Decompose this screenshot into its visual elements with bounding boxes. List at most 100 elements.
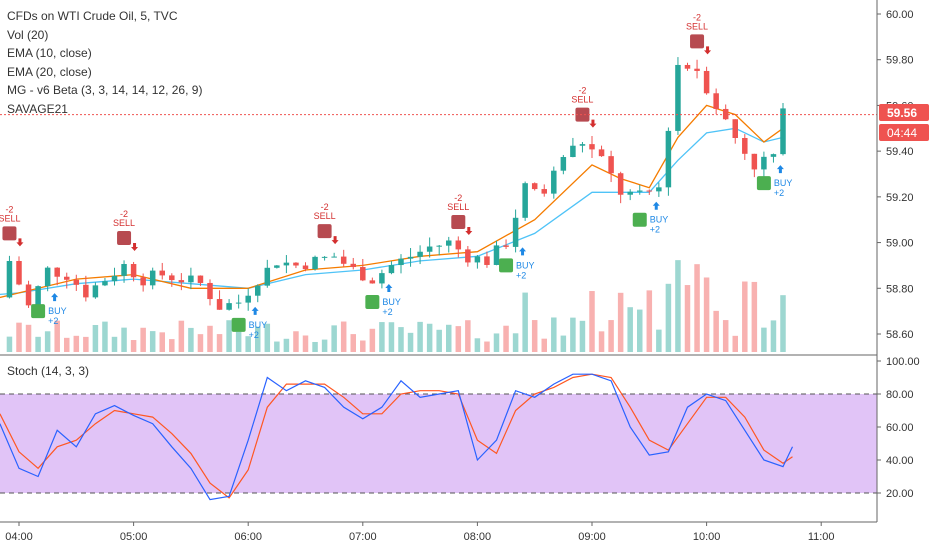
stoch-lines — [0, 373, 877, 501]
candle-body — [455, 240, 462, 250]
volume-bar — [245, 336, 251, 352]
candle-body — [264, 267, 271, 286]
candle-body — [140, 277, 146, 286]
candle-body — [92, 285, 99, 298]
legend-savage[interactable]: SAVAGE21 — [7, 101, 68, 116]
volume-bar — [159, 332, 165, 352]
sell-label: SELL — [447, 202, 469, 212]
candle-body — [149, 270, 156, 286]
volume-bar — [293, 331, 299, 352]
chart-legend: CFDs on WTI Crude Oil, 5, TVC Vol (20) E… — [7, 7, 202, 118]
stoch-legend[interactable]: Stoch (14, 3, 3) — [7, 364, 90, 378]
candle-body — [178, 280, 185, 283]
candle-body — [742, 137, 748, 154]
volume-bar — [531, 320, 538, 352]
buy-marker — [231, 317, 246, 332]
candle-body — [703, 70, 710, 94]
candle-body — [379, 273, 385, 284]
candle-body — [646, 190, 653, 192]
volume-bar — [140, 327, 146, 352]
buy-label: BUY — [774, 178, 793, 188]
volume-bar — [608, 320, 614, 352]
legend-ema20[interactable]: EMA (20, close) — [7, 64, 92, 79]
time-tick-label: 07:00 — [349, 531, 377, 543]
buy-arrow-icon — [51, 293, 59, 302]
candle-body — [25, 284, 32, 306]
price-tick-label: 59.40 — [886, 146, 914, 158]
price-tick-label: 59.20 — [886, 192, 914, 204]
candle-body — [407, 256, 414, 259]
volume-bar — [770, 320, 777, 352]
candle-body — [121, 264, 127, 276]
volume-bar — [379, 322, 385, 352]
time-axis[interactable]: 04:00 05:00 06:00 07:00 08:00 09:00 10:00 11:00 — [5, 522, 835, 543]
buy-label: BUY — [48, 306, 67, 316]
candle-body — [417, 251, 423, 257]
sell-label: SELL — [686, 21, 708, 31]
candle-body — [207, 282, 213, 300]
volume-bar — [35, 336, 41, 352]
volume-bar — [302, 335, 309, 352]
candle-body — [426, 246, 433, 252]
volume-bar — [436, 329, 442, 352]
sell-marker — [117, 231, 132, 245]
stoch-pane[interactable] — [0, 373, 877, 501]
volume-bar — [761, 327, 767, 352]
volume-bar — [178, 320, 185, 352]
sell-marker — [2, 226, 17, 241]
candle-body — [608, 156, 614, 174]
volume-bar — [694, 264, 700, 352]
time-tick-label: 09:00 — [578, 531, 606, 543]
legend-ema10[interactable]: EMA (10, close) — [7, 46, 92, 60]
legend-vol[interactable]: Vol (20) — [7, 27, 49, 42]
candle-body — [522, 183, 528, 218]
buy-marker — [499, 258, 514, 273]
volume-bar — [321, 339, 328, 352]
candle-body — [16, 260, 22, 285]
candle-body — [598, 149, 605, 157]
volume-bar — [637, 309, 643, 352]
candle-body — [589, 144, 595, 150]
sell-qty: -2 — [454, 193, 462, 203]
volume-bar — [732, 335, 738, 352]
volume-bar — [684, 285, 691, 352]
volume-bar — [255, 326, 261, 352]
stoch-tick-label: 80.00 — [886, 389, 914, 401]
volume-bar — [149, 331, 156, 352]
volume-bar — [360, 340, 366, 352]
legend-mg[interactable]: MG - v6 Beta (3, 3, 14, 14, 12, 26, 9) — [7, 83, 203, 97]
buy-label: BUY — [249, 320, 268, 330]
sell-marker — [451, 215, 466, 229]
volume-bar — [197, 334, 204, 352]
stoch-axis[interactable]: 100.00 80.00 60.00 40.00 20.00 — [877, 356, 920, 500]
buy-arrow-icon — [385, 284, 393, 292]
volume-bar — [369, 328, 376, 352]
buy-qty: +2 — [650, 225, 660, 235]
volume-bar — [417, 321, 423, 352]
volume-bar — [493, 333, 500, 352]
candle-body — [73, 279, 80, 285]
volume-bar — [656, 329, 662, 352]
stoch-tick-label: 60.00 — [886, 422, 914, 434]
sell-qty: -2 — [120, 209, 128, 219]
sell-arrow-icon — [704, 46, 712, 55]
candle-body — [235, 302, 242, 304]
sell-qty: -2 — [321, 202, 329, 212]
volume-bar — [188, 327, 194, 352]
volume-bar — [751, 281, 758, 352]
volume-bar — [446, 324, 452, 352]
candle-body — [665, 130, 672, 188]
volume-bar — [312, 341, 318, 352]
legend-title[interactable]: CFDs on WTI Crude Oil, 5, TVC — [7, 9, 178, 23]
price-pane[interactable]: SELL-2BUY+2SELL-2BUY+2SELL-2BUY+2SELL-2B… — [0, 12, 877, 352]
last-price-text: 59.56 — [887, 106, 917, 120]
volume-bar — [398, 327, 404, 352]
volume-bar — [6, 336, 13, 352]
volume-bar — [713, 310, 719, 352]
volume-bar — [722, 320, 729, 352]
candle-body — [503, 245, 509, 247]
time-tick-label: 04:00 — [5, 531, 33, 543]
buy-arrow-icon — [519, 247, 527, 256]
